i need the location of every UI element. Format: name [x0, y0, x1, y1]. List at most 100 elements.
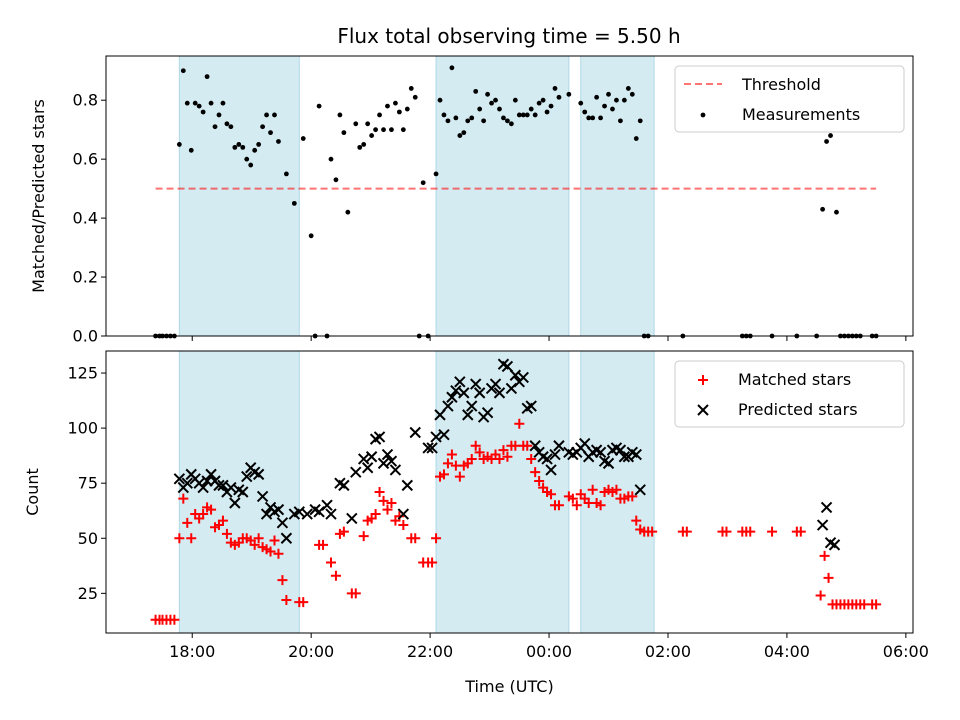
measurement-point	[828, 133, 833, 138]
predicted-star-point	[630, 448, 642, 461]
measurement-point	[457, 133, 463, 138]
matched-star-point	[253, 533, 264, 544]
matched-star-point	[174, 533, 185, 544]
matched-star-point	[721, 526, 732, 537]
shaded-interval	[580, 55, 655, 337]
predicted-star-point	[553, 440, 565, 452]
predicted-star-point	[409, 426, 421, 439]
measurement-point	[489, 100, 494, 106]
predicted-star-point	[426, 442, 438, 454]
legend-predicted-label: Predicted stars	[738, 400, 858, 419]
measurement-point	[420, 180, 426, 186]
matched-star-point	[338, 526, 349, 537]
matched-star-point	[627, 491, 638, 502]
predicted-star-point	[365, 451, 378, 463]
x-tick-label: 02:00	[645, 642, 691, 661]
shaded-interval	[178, 350, 300, 634]
predicted-star-point	[338, 479, 350, 492]
measurement-point	[586, 115, 592, 121]
matched-star-point	[281, 594, 292, 605]
matched-star-point	[454, 471, 465, 482]
predicted-star-point	[173, 473, 186, 485]
matched-star-point	[178, 493, 189, 504]
x-tick-label: 00:00	[526, 642, 572, 661]
measurement-point	[433, 171, 439, 177]
matched-star-point	[298, 597, 309, 608]
measurement-point	[276, 139, 281, 144]
predicted-star-point	[280, 532, 293, 544]
predicted-star-point	[241, 470, 253, 483]
measurement-point	[252, 147, 258, 153]
matched-star-point	[427, 557, 438, 568]
measurement-point	[377, 112, 382, 118]
measurement-point	[236, 142, 242, 147]
measurement-point	[385, 103, 390, 109]
measurement-point	[516, 112, 522, 118]
measurement-point	[485, 91, 490, 97]
measurement-point	[481, 118, 487, 124]
measurement-point	[308, 233, 314, 239]
measurement-point	[544, 109, 550, 115]
measurement-point	[248, 162, 254, 168]
measurement-point	[268, 130, 273, 136]
legend-frame	[674, 360, 905, 428]
measurement-point	[400, 127, 406, 133]
measurement-point	[373, 127, 378, 133]
legend-frame	[674, 65, 905, 133]
measurement-point	[260, 124, 266, 130]
x-tick-label: 18:00	[169, 642, 215, 661]
matched-star-point	[470, 440, 481, 451]
x-axis-label: Time (UTC)	[464, 677, 553, 696]
measurement-point	[614, 97, 619, 103]
predicted-star-point	[389, 464, 402, 476]
y-tick-label: 25	[78, 584, 98, 603]
predicted-star-point	[325, 508, 337, 520]
matched-star-point	[370, 509, 381, 520]
predicted-star-point	[517, 371, 529, 384]
measurement-point	[465, 118, 471, 124]
x-tick-label: 22:00	[407, 642, 453, 661]
measurement-point	[404, 106, 410, 112]
predicted-star-point	[446, 391, 458, 403]
matched-star-point	[378, 495, 389, 506]
matched-star-point	[819, 550, 830, 561]
matched-star-point	[631, 515, 642, 526]
predicted-star-point	[381, 448, 394, 461]
matched-star-point	[206, 504, 217, 515]
predicted-star-point	[438, 429, 450, 441]
shaded-interval	[178, 55, 300, 337]
predicted-star-point	[197, 481, 209, 494]
matched-star-point	[318, 539, 329, 550]
predicted-star-point	[217, 479, 229, 492]
matched-star-point	[249, 539, 260, 550]
matched-star-point	[277, 575, 288, 586]
predicted-star-point	[385, 455, 398, 467]
measurement-point	[461, 130, 467, 136]
matched-star-point	[358, 531, 369, 542]
y-axis-label: Matched/Predicted stars	[29, 99, 48, 293]
shaded-interval	[435, 55, 570, 337]
matched-star-point	[514, 418, 525, 429]
measurement-point	[824, 139, 829, 144]
predicted-star-point	[525, 400, 537, 412]
matched-star-point	[530, 467, 541, 478]
measurement-point	[389, 127, 394, 133]
matched-star-point	[502, 451, 513, 462]
predicted-star-point	[373, 431, 386, 443]
y-tick-label: 0.0	[73, 327, 98, 346]
measurement-point	[582, 109, 588, 115]
measurement-point	[212, 124, 218, 130]
predicted-star-point	[618, 451, 631, 463]
matched-star-point	[494, 453, 505, 464]
predicted-star-point	[397, 508, 410, 520]
measurement-point	[512, 97, 518, 103]
matched-star-point	[442, 458, 453, 469]
measurement-point	[232, 144, 238, 150]
predicted-star-point	[237, 486, 249, 498]
matched-star-point	[815, 590, 826, 601]
predicted-star-point	[816, 519, 829, 531]
predicted-star-point	[509, 369, 522, 381]
measurement-point	[300, 136, 306, 141]
predicted-star-point	[430, 431, 442, 443]
x-tick-label: 20:00	[288, 642, 334, 661]
